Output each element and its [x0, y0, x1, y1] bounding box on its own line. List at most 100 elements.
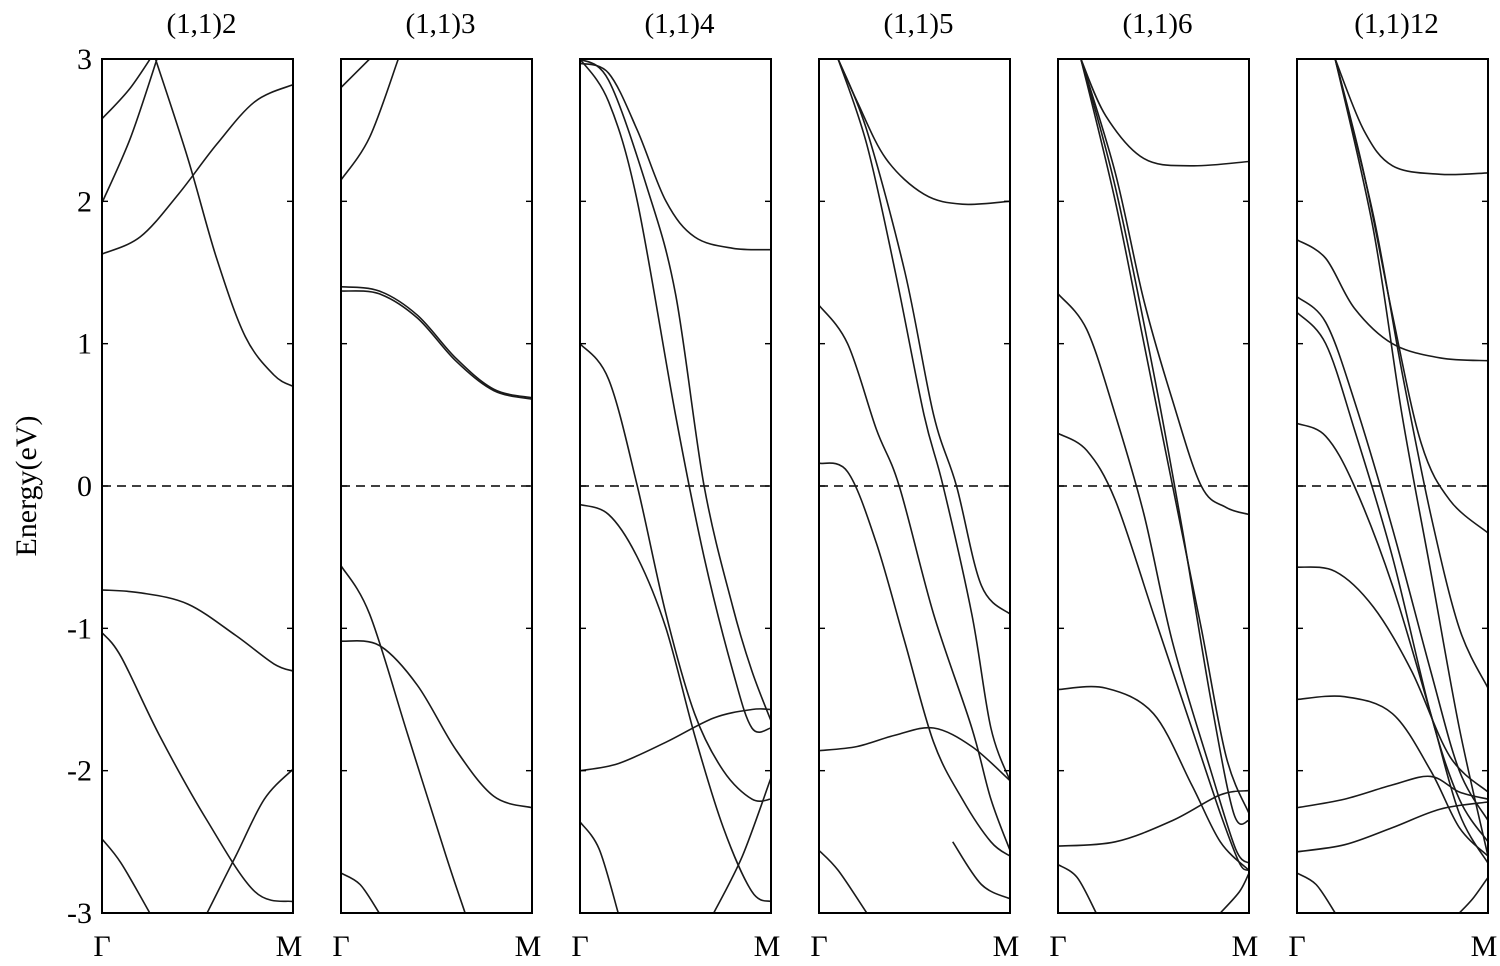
bands	[341, 59, 532, 913]
band-line	[1297, 775, 1488, 809]
band-line	[712, 777, 771, 913]
band-line	[580, 343, 771, 803]
band-line	[819, 304, 1010, 851]
band-line	[1297, 296, 1488, 821]
band-panel: (1,1)4 Γ M	[571, 8, 780, 963]
x-tick-label-m: M	[993, 930, 1020, 963]
band-line	[580, 708, 771, 772]
panel-frame	[818, 58, 1011, 914]
band-line	[837, 59, 1010, 781]
band-line	[1334, 59, 1488, 689]
band-line	[154, 59, 293, 388]
band-line	[1297, 566, 1488, 793]
panel-title: (1,1)6	[1122, 8, 1192, 40]
x-tick-label-m: M	[515, 930, 542, 963]
band-line	[1080, 59, 1249, 516]
band-line	[1297, 422, 1488, 864]
band-line	[102, 838, 151, 913]
band-line	[341, 872, 380, 913]
band-line	[1297, 695, 1488, 857]
y-tick-label: 3	[77, 43, 92, 76]
x-tick-label-gamma: Γ	[1288, 930, 1305, 963]
band-line	[819, 726, 1010, 782]
band-line	[102, 589, 293, 672]
band-line	[580, 821, 619, 913]
band-line	[1297, 801, 1488, 853]
band-line	[1080, 59, 1249, 167]
x-tick-label-gamma: Γ	[810, 930, 827, 963]
band-line	[1334, 59, 1488, 857]
panel-title: (1,1)2	[166, 8, 236, 40]
bands	[580, 59, 771, 913]
band-line	[580, 59, 771, 733]
band-line	[341, 285, 532, 399]
band-panel: (1,1)2 Γ M	[93, 8, 302, 963]
band-panel: (1,1)5 Γ M	[810, 8, 1019, 963]
band-line	[1080, 59, 1249, 814]
bands	[102, 59, 293, 913]
band-line	[1334, 59, 1488, 534]
band-line	[1297, 239, 1488, 362]
band-line	[1080, 59, 1249, 825]
band-line	[1334, 59, 1488, 176]
x-tick-label-m: M	[1471, 930, 1498, 963]
band-panel: (1,1)6 Γ M	[1049, 8, 1258, 963]
band-line	[819, 849, 868, 913]
x-tick-label-m: M	[276, 930, 303, 963]
band-line	[341, 59, 400, 181]
band-line	[580, 503, 771, 903]
band-line	[102, 632, 293, 903]
panel-title: (1,1)3	[405, 8, 475, 40]
bands	[1058, 59, 1249, 913]
y-tick-label: 1	[77, 328, 92, 361]
panel-frame	[1057, 58, 1250, 914]
band-line	[341, 640, 532, 809]
band-panel: (1,1)12 Γ M	[1288, 8, 1497, 963]
panel-frame	[579, 58, 772, 914]
band-line	[580, 62, 771, 251]
band-line	[102, 83, 293, 255]
x-tick-label-gamma: Γ	[332, 930, 349, 963]
band-line	[1297, 311, 1488, 843]
panel-title: (1,1)12	[1354, 8, 1439, 40]
bands	[819, 59, 1010, 913]
x-tick-label-gamma: Γ	[1049, 930, 1066, 963]
band-line	[102, 59, 152, 120]
band-line	[1058, 432, 1249, 872]
y-tick-label: -3	[67, 897, 92, 930]
band-line	[1058, 863, 1097, 913]
band-line	[1058, 685, 1249, 871]
panel-frame	[1296, 58, 1489, 914]
y-tick-label: -1	[67, 612, 92, 645]
y-tick-label: 2	[77, 185, 92, 218]
y-axis-label-group: Energy(eV)	[10, 415, 43, 556]
band-line	[580, 59, 771, 722]
band-line	[952, 841, 1010, 900]
y-tick-labels: 3 2 1 0 -1 -2 -3	[67, 43, 92, 930]
band-line	[341, 59, 371, 89]
y-tick-label: -2	[67, 755, 92, 788]
x-tick-label-gamma: Γ	[93, 930, 110, 963]
panel-frame	[340, 58, 533, 914]
band-line	[341, 565, 466, 913]
panel-title: (1,1)4	[644, 8, 715, 40]
panel-title: (1,1)5	[883, 8, 953, 40]
band-panel: (1,1)3 Γ M	[332, 8, 541, 963]
band-line	[102, 59, 158, 204]
panel-frame	[101, 58, 294, 914]
band-line	[206, 768, 293, 913]
band-line	[1297, 872, 1336, 913]
x-tick-label-m: M	[754, 930, 781, 963]
x-tick-label-m: M	[1232, 930, 1259, 963]
band-line	[819, 462, 1010, 857]
y-axis-label: Energy(eV)	[10, 415, 43, 556]
y-tick-label: 0	[77, 470, 92, 503]
panels: (1,1)2Γ M(1,1)3Γ M(1,1)4Γ M(1,1)5Γ M(1,1)6Γ M…	[93, 8, 1497, 963]
band-line	[1058, 789, 1249, 847]
bands	[1297, 59, 1488, 913]
band-line	[1058, 293, 1249, 864]
band-line	[1219, 872, 1249, 913]
band-line	[341, 290, 532, 400]
band-line	[837, 59, 1010, 615]
